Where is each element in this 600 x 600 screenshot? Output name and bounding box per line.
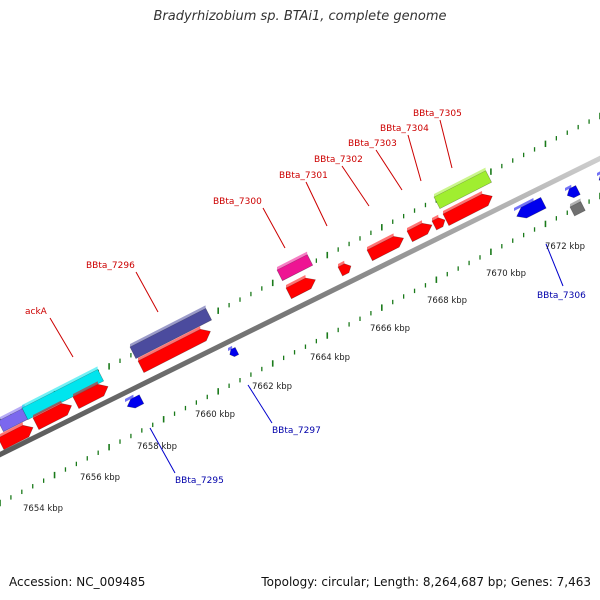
- label-connector: [545, 243, 564, 287]
- ruler-tick-label: 7660 kbp: [195, 410, 235, 420]
- gene-feature: [32, 403, 73, 430]
- gene-feature-face: [33, 400, 62, 418]
- gene-feature-face: [407, 220, 423, 231]
- ruler-tick-label: 7670 kbp: [486, 269, 526, 279]
- gene-feature-face: [277, 251, 308, 270]
- genome-summary: Topology: circular; Length: 8,264,687 bp…: [261, 575, 591, 589]
- ruler-tick-label: 7658 kbp: [137, 442, 177, 452]
- label-connector: [375, 149, 403, 191]
- genome-title: Bradyrhizobium sp. BTAi1, complete genom…: [153, 9, 447, 24]
- gene-feature-face: [73, 381, 98, 397]
- gene-feature-face: [434, 167, 486, 197]
- gene-features-layer: [0, 167, 600, 450]
- reverse-gene-label: BBta_7306: [537, 291, 586, 301]
- gene-feature-face: [286, 275, 306, 288]
- forward-gene-label: BBta_7303: [348, 139, 397, 149]
- gene-feature-face: [443, 191, 483, 214]
- gene-labels-layer: ackA BBta_7296 BBta_7300 BBta_7301 BBta_7302…: [25, 109, 586, 486]
- forward-gene-label: BBta_7304: [380, 124, 429, 134]
- gene-feature: [406, 222, 433, 243]
- gene-feature-face: [367, 233, 394, 250]
- gene-feature-face: [125, 394, 134, 402]
- gene-feature-face: [338, 260, 345, 267]
- gene-feature: [129, 308, 213, 359]
- label-connector: [135, 271, 159, 313]
- label-connector: [149, 427, 176, 474]
- forward-gene-label: BBta_7302: [314, 155, 363, 165]
- ruler-tick-label: 7664 kbp: [310, 353, 350, 363]
- reverse-gene-label: BBta_7297: [272, 426, 321, 436]
- forward-gene-label: ackA: [25, 307, 48, 317]
- gene-feature-face: [597, 171, 600, 176]
- gene-feature-face: [0, 404, 25, 420]
- ruler-tick-label: 7662 kbp: [252, 382, 292, 392]
- label-connector: [262, 207, 286, 249]
- gene-feature: [337, 263, 352, 277]
- gene-feature: [126, 394, 145, 409]
- gene-feature: [516, 196, 547, 219]
- forward-gene-label: BBta_7301: [279, 171, 328, 181]
- ruler-tick-label: 7672 kbp: [545, 242, 585, 252]
- gene-feature-face: [228, 345, 233, 351]
- ruler-labels-layer: 7654 kbp 7656 kbp 7658 kbp 7660 kbp 7662 kbp…: [23, 242, 585, 514]
- gene-feature: [72, 383, 109, 409]
- ruler-tick-label: 7656 kbp: [80, 473, 120, 483]
- forward-gene-label: BBta_7305: [413, 109, 462, 119]
- label-connector: [341, 165, 370, 207]
- label-connectors-layer: [49, 119, 564, 474]
- gene-feature-face: [565, 184, 572, 191]
- gene-feature-face: [130, 305, 206, 347]
- forward-gene-label: BBta_7296: [86, 261, 135, 271]
- label-connector: [439, 119, 453, 169]
- tick-dots-layer: [0, 112, 600, 507]
- ruler-tick-label: 7666 kbp: [370, 324, 410, 334]
- label-connector: [407, 134, 422, 182]
- forward-gene-label: BBta_7300: [213, 197, 262, 207]
- accession-label: Accession: NC_009485: [9, 575, 146, 589]
- label-connector: [247, 384, 273, 424]
- backbone-layer: [0, 155, 600, 458]
- gene-feature: [566, 185, 581, 199]
- gene-feature-face: [138, 326, 201, 361]
- gene-feature-face: [22, 366, 98, 408]
- ruler-tick-label: 7668 kbp: [427, 296, 467, 306]
- label-connector: [305, 181, 328, 227]
- gene-feature: [285, 277, 316, 300]
- ruler-tick-label: 7654 kbp: [23, 504, 63, 514]
- gene-feature: [229, 346, 240, 358]
- gene-feature-face: [570, 198, 581, 207]
- gene-feature-face: [432, 214, 439, 221]
- backbone-line: [0, 155, 600, 458]
- gene-feature-face: [514, 198, 534, 211]
- label-connector: [49, 317, 74, 358]
- gene-feature-face: [0, 422, 23, 437]
- reverse-gene-label: BBta_7295: [175, 476, 224, 486]
